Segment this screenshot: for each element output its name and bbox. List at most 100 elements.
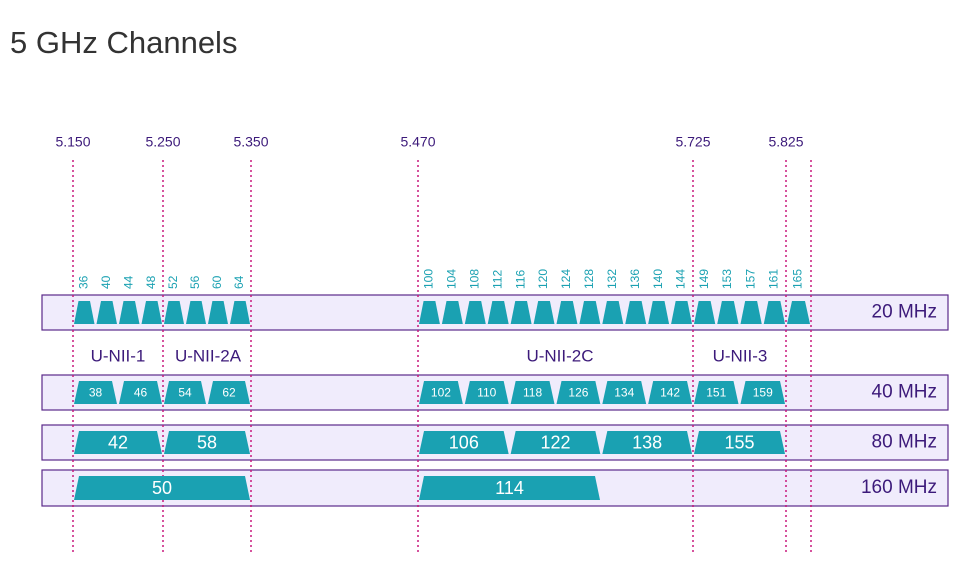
channel-number: 60 <box>210 275 224 289</box>
channel <box>164 381 206 404</box>
channel <box>763 301 785 324</box>
channel-number: 62 <box>222 386 236 400</box>
channel-number: 50 <box>152 478 172 498</box>
channel <box>419 381 463 404</box>
channel <box>556 381 601 404</box>
channel-number: 140 <box>651 269 665 289</box>
channel <box>694 301 716 324</box>
channel-number: 40 <box>99 275 113 289</box>
channel <box>510 301 532 324</box>
channel-number: 126 <box>568 386 588 400</box>
channel-number: 42 <box>108 432 128 452</box>
channel-number: 116 <box>513 270 527 289</box>
row-label: 20 MHz <box>872 302 937 323</box>
channel-number: 151 <box>706 386 726 400</box>
title: 5 GHz Channels <box>10 25 237 60</box>
channel-number: 44 <box>121 275 135 289</box>
channel-number: 108 <box>467 269 481 289</box>
channel-number: 56 <box>188 275 202 289</box>
channel <box>533 301 555 324</box>
channel-number: 110 <box>477 386 496 400</box>
channel <box>186 301 206 324</box>
frequency-label: 5.150 <box>55 134 90 150</box>
channel <box>648 301 670 324</box>
channel <box>487 301 509 324</box>
channel-number: 157 <box>743 269 757 289</box>
channel-number: 54 <box>178 386 192 400</box>
channel-number: 138 <box>632 432 662 452</box>
channel <box>164 431 250 454</box>
channel-number: 142 <box>660 386 680 400</box>
channel <box>648 381 692 404</box>
channel <box>419 476 600 500</box>
channel <box>74 381 117 404</box>
channel <box>464 381 509 404</box>
channel <box>208 301 228 324</box>
channel-number: 128 <box>582 269 596 289</box>
channel <box>740 381 785 404</box>
channel <box>119 301 140 324</box>
frequency-label: 5.250 <box>145 134 180 150</box>
channel <box>208 381 250 404</box>
channel <box>119 381 162 404</box>
band-label: U-NII-3 <box>713 346 768 365</box>
channel <box>74 431 162 454</box>
channel-number: 104 <box>445 269 459 289</box>
channel <box>74 476 250 500</box>
channel <box>419 301 440 324</box>
row-label: 40 MHz <box>872 382 937 403</box>
channel <box>464 301 486 324</box>
channel-number: 122 <box>540 432 570 452</box>
channel <box>556 301 578 324</box>
band-label: U-NII-2A <box>175 346 242 365</box>
row-label: 160 MHz <box>861 477 937 498</box>
channel <box>579 301 601 324</box>
channel <box>510 381 555 404</box>
channel-number: 64 <box>232 275 246 289</box>
channel <box>419 431 509 454</box>
channel <box>694 431 785 454</box>
channel <box>510 431 601 454</box>
channel-number: 153 <box>720 269 734 289</box>
channel <box>164 301 184 324</box>
channel-number: 155 <box>724 432 754 452</box>
channel-number: 149 <box>697 269 711 289</box>
channel-number: 136 <box>628 269 642 289</box>
frequency-label: 5.470 <box>400 134 435 150</box>
channel-number: 46 <box>134 386 148 400</box>
channel-number: 102 <box>431 386 451 400</box>
channel-number: 52 <box>166 275 180 289</box>
channel-number: 165 <box>791 269 805 289</box>
channel-number: 38 <box>89 386 103 400</box>
row-label: 80 MHz <box>872 432 937 453</box>
channel-number: 144 <box>674 269 688 289</box>
band-label: U-NII-2C <box>526 346 593 365</box>
channel <box>74 301 95 324</box>
channel-number: 118 <box>523 386 542 400</box>
channel <box>717 301 739 324</box>
channel-number: 100 <box>422 269 436 289</box>
channel <box>441 301 463 324</box>
channel-number: 114 <box>495 478 524 498</box>
channel <box>141 301 162 324</box>
frequency-label: 5.725 <box>675 134 710 150</box>
channel-number: 112 <box>490 270 504 289</box>
channel <box>671 301 692 324</box>
frequency-label: 5.350 <box>233 134 268 150</box>
channel <box>625 301 647 324</box>
channel <box>602 431 692 454</box>
band-label: U-NII-1 <box>91 346 146 365</box>
channel <box>787 301 810 324</box>
channel <box>602 301 624 324</box>
channel <box>230 301 250 324</box>
channel-number: 120 <box>536 269 550 289</box>
channel-number: 132 <box>605 269 619 289</box>
channel-number: 48 <box>144 275 158 289</box>
channel <box>602 381 647 404</box>
channel <box>694 381 739 404</box>
frequency-label: 5.825 <box>768 134 803 150</box>
channel-number: 134 <box>614 386 634 400</box>
channel <box>96 301 117 324</box>
channel-number: 159 <box>753 386 773 400</box>
